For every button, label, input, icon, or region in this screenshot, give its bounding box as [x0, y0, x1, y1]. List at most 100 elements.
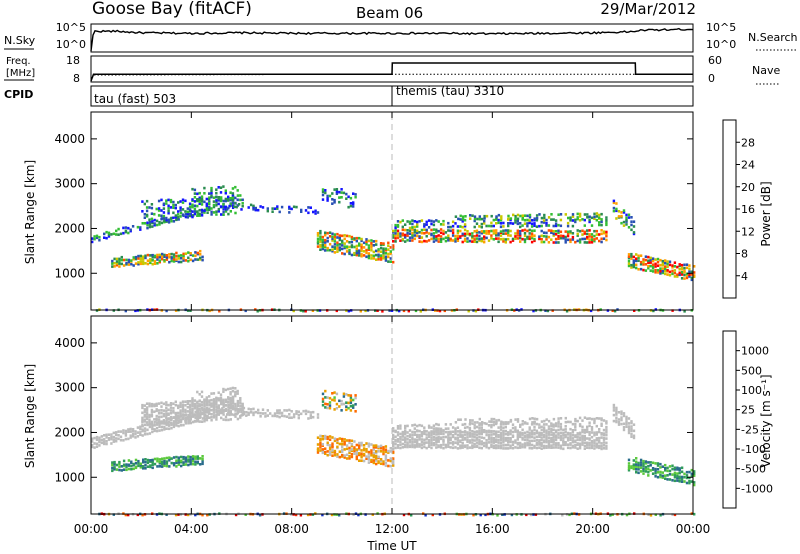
velocity-cell-3	[307, 410, 310, 414]
velocity-cell-7	[466, 431, 469, 434]
power-cell-7	[480, 231, 483, 235]
velocity-cell-12	[402, 513, 406, 517]
power-cell-6	[335, 192, 339, 195]
velocity-cell-8	[411, 424, 414, 427]
velocity-cell-11	[637, 461, 640, 465]
velocity-cell-4	[122, 463, 126, 467]
power-cell-7	[600, 229, 603, 232]
velocity-cell-7	[401, 438, 404, 441]
power-cell-4	[156, 255, 159, 259]
power-cell-0	[146, 221, 149, 225]
power-cell-9	[469, 217, 472, 220]
velocity-cell-9	[459, 418, 462, 421]
power-cell-7	[569, 230, 572, 233]
power-cell-1	[200, 211, 204, 214]
power-cell-7	[468, 239, 472, 243]
velocity-cell-5	[360, 449, 363, 452]
power-cell-12	[292, 309, 295, 313]
power-cell-10	[632, 231, 636, 234]
power-cell-1	[167, 209, 170, 213]
velocity-cell-4	[201, 457, 204, 461]
velocity-cell-12	[321, 513, 324, 517]
power-cell-2	[208, 206, 211, 209]
velocity-cell-12	[234, 513, 238, 517]
velocity-cell-6	[342, 392, 346, 396]
velocity-cell-7	[595, 438, 598, 442]
power-cell-1	[200, 198, 204, 202]
power-cell-8	[425, 220, 428, 224]
velocity-cell-5	[392, 447, 395, 451]
freq-right-tick-top: 60	[708, 54, 722, 67]
power-cell-4	[180, 254, 183, 257]
velocity-ytick-label: 2000	[54, 425, 85, 439]
velocity-cell-7	[401, 430, 404, 434]
power-cell-8	[533, 222, 536, 225]
power-cell-7	[605, 232, 608, 236]
power-cell-7	[451, 239, 455, 242]
velocity-cell-1	[208, 401, 211, 404]
velocity-cell-12	[112, 513, 115, 516]
velocity-cell-5	[370, 458, 373, 462]
velocity-cell-5	[324, 437, 327, 440]
velocity-cell-0	[155, 429, 159, 433]
velocity-cell-7	[595, 446, 598, 449]
velocity-cell-7	[406, 441, 409, 444]
power-cell-11	[666, 273, 669, 276]
power-cell-8	[432, 223, 436, 227]
velocity-cell-7	[571, 444, 575, 448]
power-cell-5	[338, 243, 341, 246]
velocity-cell-7	[408, 441, 412, 444]
power-cell-1	[196, 214, 199, 217]
power-ytick-label: 4000	[54, 132, 85, 146]
velocity-cell-3	[307, 417, 310, 420]
power-cell-9	[600, 212, 603, 216]
velocity-cell-11	[656, 464, 660, 467]
velocity-cell-6	[349, 394, 353, 397]
velocity-cell-7	[430, 446, 433, 450]
power-cell-8	[425, 223, 428, 226]
power-cell-2	[208, 198, 211, 201]
velocity-cell-1	[155, 414, 158, 418]
velocity-cell-2	[227, 387, 230, 391]
power-cell-1	[210, 213, 213, 216]
power-cell-8	[507, 224, 510, 228]
power-cell-1	[160, 209, 163, 212]
velocity-cell-7	[492, 432, 495, 436]
velocity-cell-7	[559, 438, 563, 442]
velocity-cell-1	[172, 407, 175, 410]
velocity-cell-7	[416, 433, 419, 437]
velocity-cell-6	[349, 396, 353, 399]
power-cell-5	[319, 240, 322, 243]
power-cell-4	[125, 261, 128, 265]
power-cell-6	[340, 191, 343, 194]
velocity-cell-7	[571, 434, 575, 437]
velocity-cell-8	[490, 429, 493, 433]
power-cell-2	[222, 203, 225, 206]
power-cell-7	[526, 235, 529, 239]
velocity-cell-8	[564, 425, 567, 428]
power-cell-4	[134, 262, 138, 265]
velocity-cell-1	[150, 408, 154, 412]
power-ylabel: Slant Range [km]	[23, 160, 37, 264]
velocity-cell-7	[430, 438, 433, 442]
velocity-cell-7	[392, 445, 395, 448]
power-cell-9	[500, 217, 503, 220]
velocity-cell-4	[151, 466, 154, 470]
velocity-cell-3	[252, 407, 255, 411]
velocity-cell-8	[605, 428, 608, 432]
velocity-cell-9	[605, 420, 608, 423]
power-cell-4	[111, 265, 114, 268]
velocity-cell-1	[227, 405, 230, 408]
power-cell-7	[502, 240, 505, 243]
power-cell-9	[469, 214, 472, 217]
power-cell-2	[217, 202, 220, 206]
velocity-cell-11	[635, 460, 638, 464]
velocity-cell-1	[174, 418, 177, 422]
power-cell-0	[167, 218, 171, 222]
velocity-cell-2	[231, 386, 235, 390]
power-cell-4	[115, 262, 119, 265]
power-cell-7	[406, 234, 409, 237]
velocity-cell-1	[196, 404, 199, 408]
power-cell-7	[449, 239, 452, 242]
power-cell-5	[350, 253, 354, 257]
